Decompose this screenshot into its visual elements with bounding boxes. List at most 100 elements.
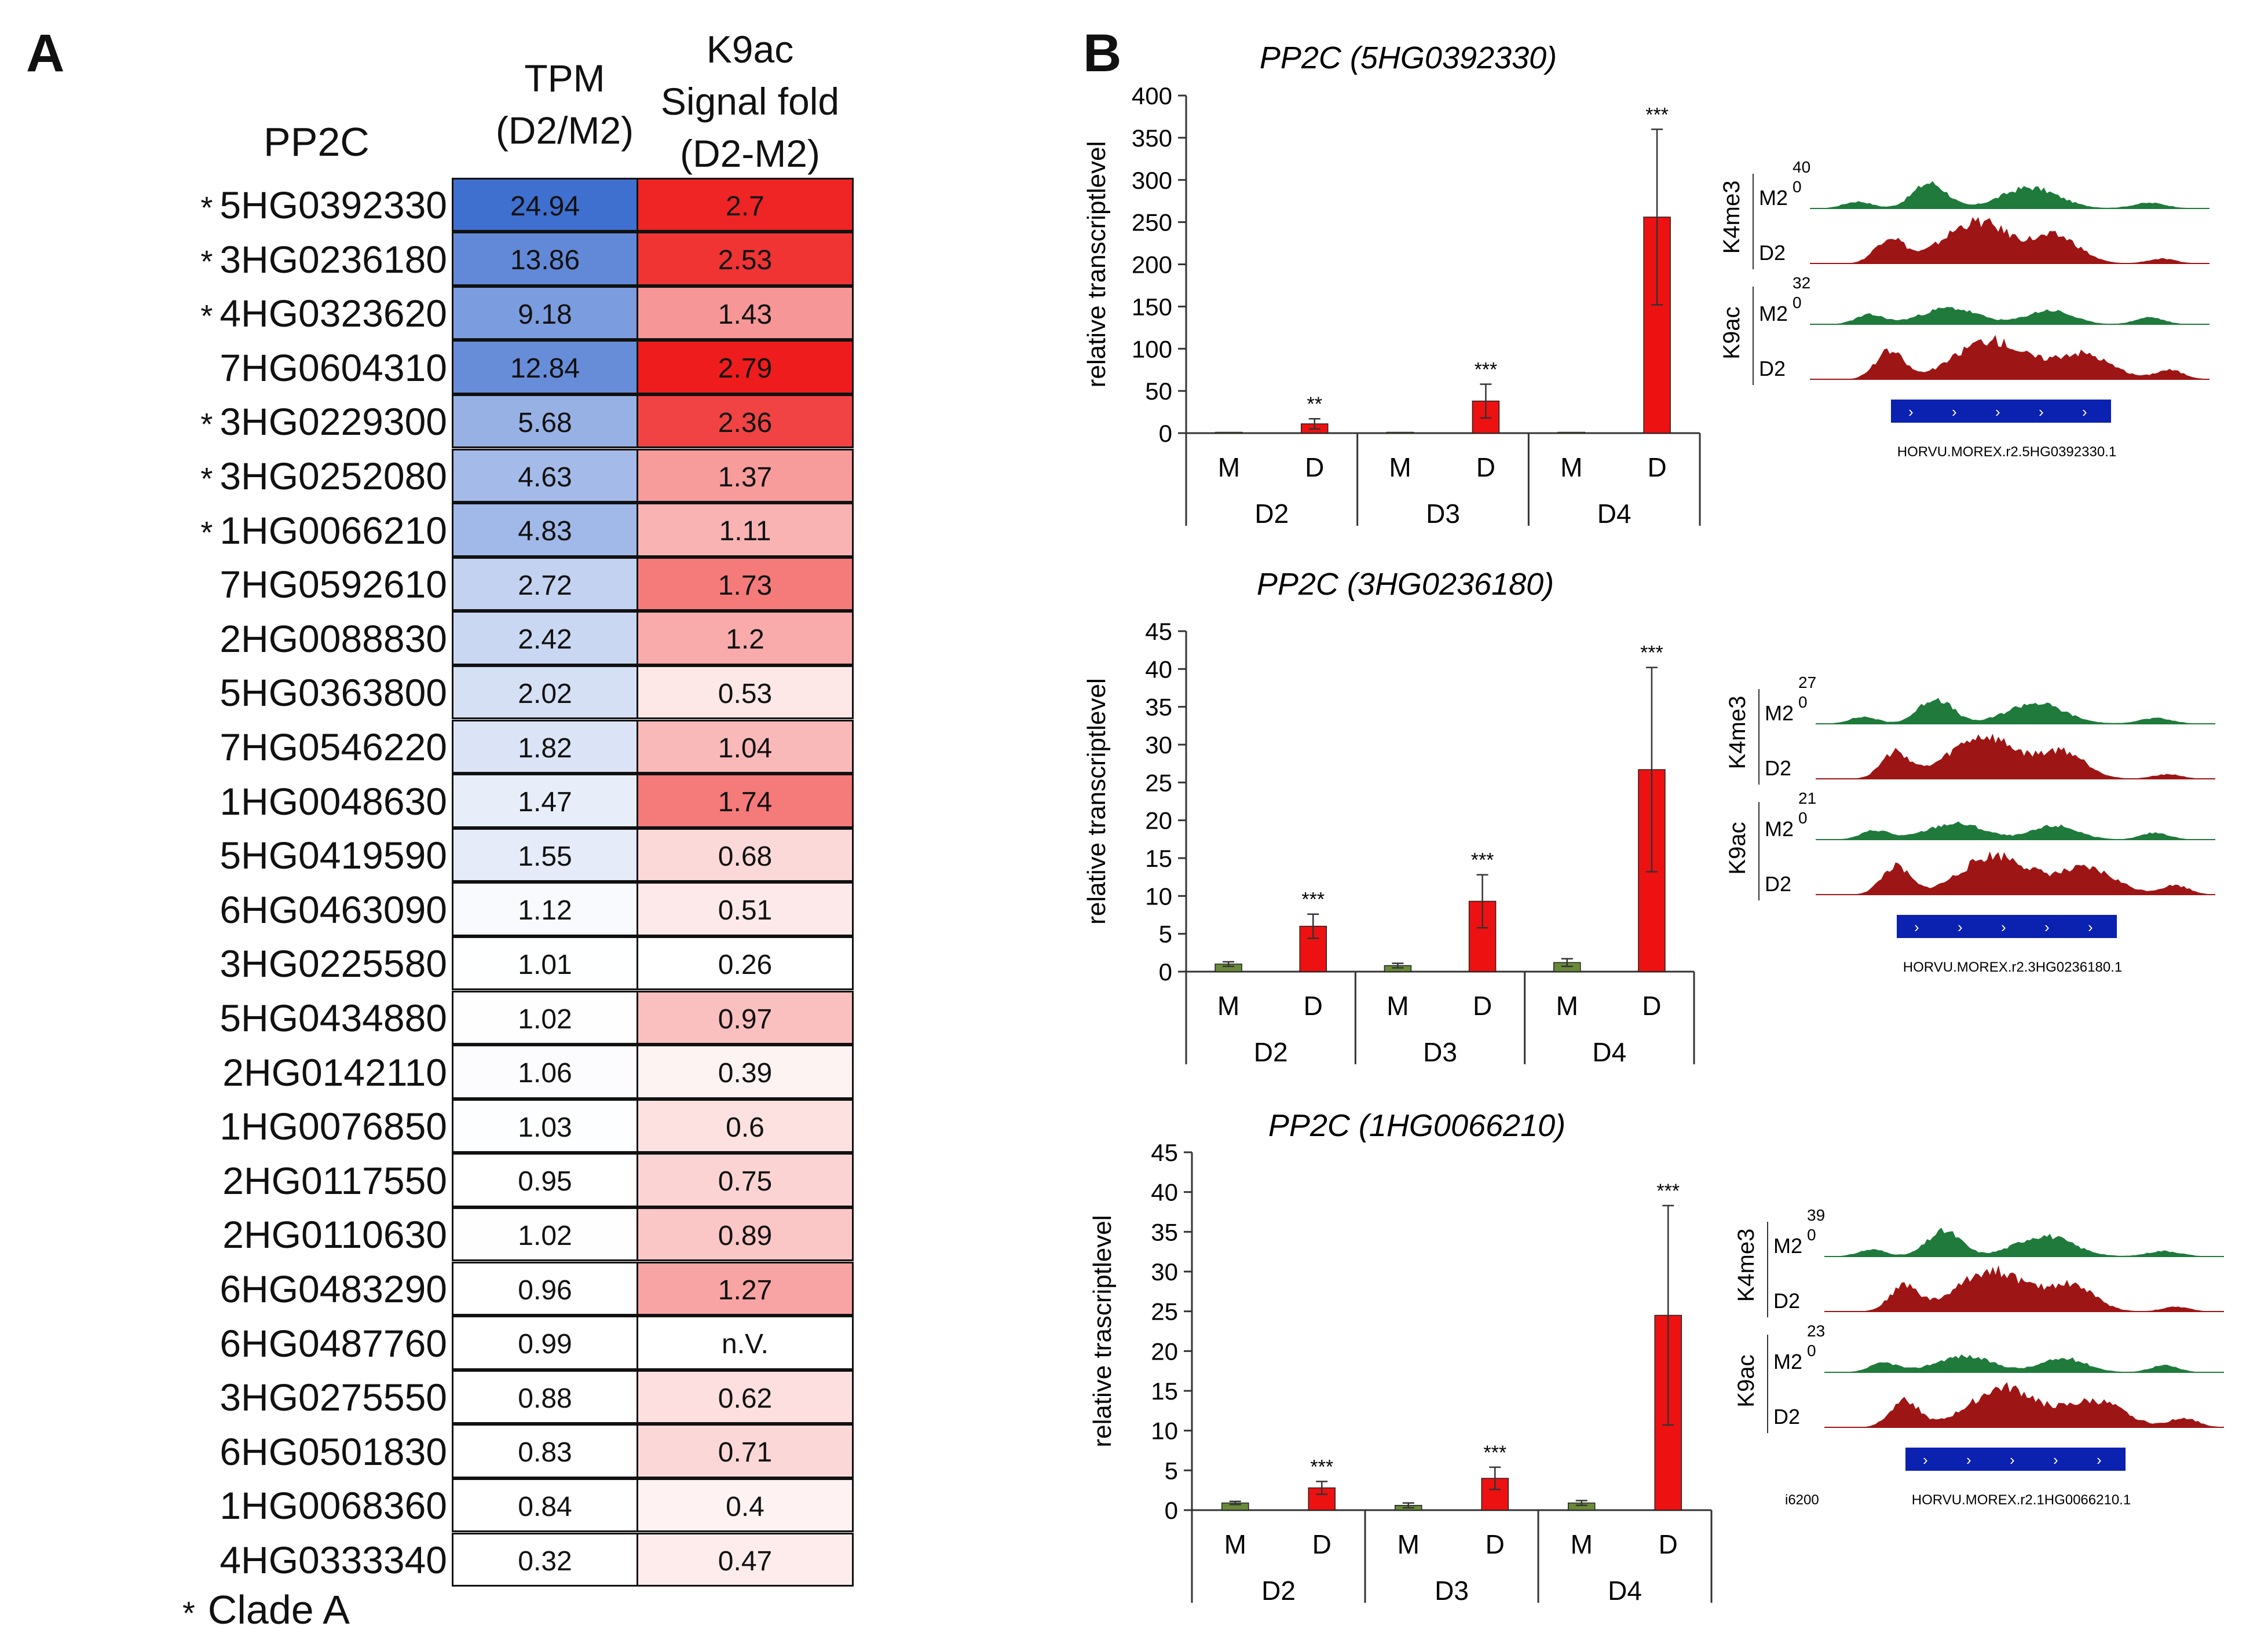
k9ac-header-line1: K9ac [706,28,794,71]
tpm-header-line2: (D2/M2) [495,109,634,152]
gene-id: 3HG0275550 [174,1371,447,1425]
k9ac-cell: 1.2 [637,611,854,665]
chart-1-x-tick-label: M [1218,452,1240,482]
chart-3-y-tick-label: 40 [1151,1179,1178,1206]
chart-3-gene-strand-arrow: › [2097,1451,2102,1468]
chart-1-group-label: D4 [1597,499,1632,529]
chart-2-x-tick-label: D [1304,991,1323,1021]
k9ac-cell: 2.36 [637,394,854,449]
k9ac-cell: 0.68 [637,827,854,882]
table-row: 5HG0434880 1.02 0.97 [174,990,855,1046]
gene-id-text: 3HG0275550 [220,1376,447,1419]
chart-2-x-tick-label: M [1217,991,1239,1021]
k9ac-header-line2: Signal fold [660,80,840,123]
chart-3-x-tick-label: D [1486,1529,1505,1559]
chart-1-signal-track [1810,181,2210,208]
chart-3-side-label: i6200 [1785,1492,1819,1508]
gene-id: * 1HG0066210 [174,504,447,558]
chart-2-track-label: D2 [1765,756,1791,780]
tpm-cell: 2.02 [452,665,638,720]
tpm-cell: 0.95 [452,1153,638,1207]
k9ac-cell: 0.62 [637,1369,854,1424]
chart-3-y-tick-label: 0 [1165,1497,1178,1524]
table-row: 4HG0333340 0.32 0.47 [174,1532,855,1588]
chart-1-gene-strand-arrow: › [2082,403,2087,420]
chart-1-scale-top: 40 [1793,158,1810,176]
gene-id: 6HG0487760 [174,1317,447,1371]
tpm-cell: 1.55 [452,827,638,882]
chart-3-track-label: D2 [1773,1405,1800,1428]
chart-3-mark1-label: K4me3 [1733,1229,1759,1302]
table-row: 6HG0501830 0.83 0.71 [174,1424,855,1479]
footnote: * Clade A [182,1587,350,1633]
chart-1-x-tick-label: D [1647,452,1666,482]
tpm-cell: 13.86 [452,232,638,286]
gene-id: * 3HG0252080 [174,449,447,504]
chart-3-y-tick-label: 30 [1151,1258,1178,1285]
gene-id: 6HG0501830 [174,1425,447,1479]
clade-a-marker: * [200,407,213,442]
chart-1-gene-strand-arrow: › [2039,403,2044,420]
chart-1-y-tick-label: 200 [1132,251,1172,279]
table-row: 2HG0142110 1.06 0.39 [174,1045,855,1100]
gene-id: 7HG0592610 [174,558,447,612]
table-row: * 3HG0236180 13.86 2.53 [174,232,855,287]
tpm-cell: 2.72 [452,556,638,611]
chart-2-y-tick-label: 15 [1145,845,1172,872]
chart-2-gene-strand-arrow: › [1914,918,1919,936]
footnote-marker: * [182,1595,195,1632]
chart-3-scale-top: 39 [1807,1206,1825,1224]
chart-2-y-tick-label: 0 [1159,958,1172,986]
table-row: 6HG0487760 0.99 n.V. [174,1316,855,1371]
gene-id-text: 7HG0592610 [220,563,447,606]
tpm-cell: 1.02 [452,990,638,1045]
clade-a-marker: * [200,461,213,496]
gene-id: 2HG0088830 [174,612,447,666]
table-row: 6HG0483290 0.96 1.27 [174,1261,855,1317]
table-row: 6HG0463090 1.12 0.51 [174,882,855,937]
chart-3-scale-top: 23 [1807,1322,1825,1340]
chart-1-x-tick-label: M [1560,452,1582,482]
tpm-cell: 2.42 [452,611,638,665]
chart-1-y-tick-label: 250 [1132,209,1172,236]
chart-3-gene-strand-arrow: › [1923,1451,1928,1468]
chart-2-signal-track [1816,734,2215,779]
k9ac-cell: 1.11 [637,503,854,557]
tpm-cell: 1.06 [452,1045,638,1099]
gene-id-text: 6HG0501830 [220,1430,447,1473]
table-row: * 5HG0392330 24.94 2.7 [174,177,855,233]
chart-3-y-tick-label: 15 [1151,1378,1178,1405]
chart-1-group-label: D3 [1426,499,1460,529]
chart-1-bar [1386,431,1414,434]
table-row: 2HG0088830 2.42 1.2 [174,611,855,666]
gene-id: 2HG0110630 [174,1208,447,1262]
chart-1-bar [1643,217,1671,434]
gene-id-text: 2HG0117550 [222,1159,447,1202]
k9ac-cell: 0.97 [637,990,854,1045]
chart-2-y-tick-label: 40 [1145,655,1172,683]
chart-3-x-tick-label: M [1571,1529,1593,1559]
k9ac-cell: 0.75 [637,1153,854,1207]
chart-2-title: PP2C (3HG0236180) [1257,567,1554,602]
chart-2-scale-top: 27 [1798,673,1816,691]
chart-1-significance: ** [1307,393,1322,415]
chart-3-significance: *** [1656,1180,1680,1202]
chart-3-y-tick-label: 35 [1151,1218,1178,1246]
chart-3-gene-id: HORVU.MOREX.r2.1HG0066210.1 [1912,1492,2131,1508]
chart-3-scale-bottom: 0 [1807,1226,1816,1244]
k9ac-cell: 0.71 [637,1424,854,1478]
chart-2-mark2-label: K9ac [1725,822,1750,874]
chart-2-scale-top: 21 [1798,789,1816,807]
tpm-cell: 0.96 [452,1261,638,1316]
gene-id-text: 5HG0392330 [220,184,447,226]
clade-a-marker: * [200,298,213,334]
chart-3-gene-model-exon [1905,1448,2126,1471]
chart-1-x-tick-label: M [1389,452,1411,482]
chart-3-track-label: M2 [1773,1234,1802,1258]
table-row: 3HG0225580 1.01 0.26 [174,936,855,991]
k9ac-cell: 1.74 [637,774,854,828]
chart-1-gene-strand-arrow: › [1908,403,1914,420]
gene-id-text: 1HG0076850 [220,1105,447,1148]
gene-id-text: 1HG0066210 [220,508,447,552]
